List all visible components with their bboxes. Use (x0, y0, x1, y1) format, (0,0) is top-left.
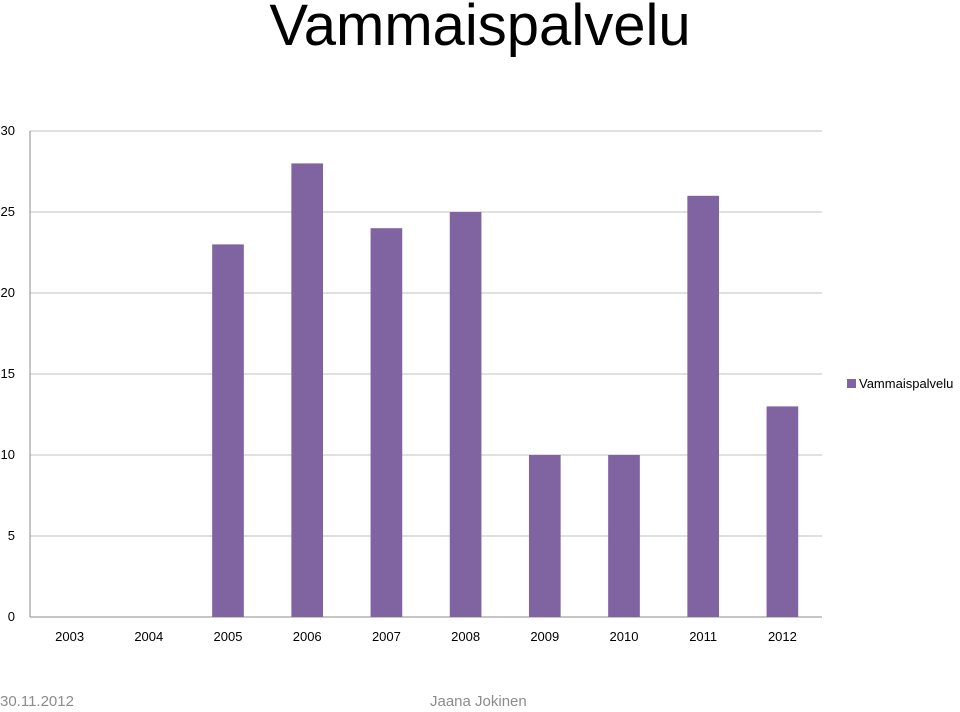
bar (528, 455, 561, 617)
y-tick-label: 20 (1, 285, 15, 300)
x-tick-label: 2004 (134, 629, 163, 644)
slide-title: Vammaispalvelu (269, 0, 691, 58)
y-tick-label: 5 (8, 528, 15, 543)
bar (608, 455, 640, 617)
x-tick-label: 2012 (768, 629, 797, 644)
y-tick-label: 0 (8, 609, 15, 624)
bar (370, 228, 403, 617)
bar (766, 406, 799, 617)
x-tick-label: 2006 (293, 629, 322, 644)
bar (212, 244, 244, 617)
x-tick-label: 2007 (372, 629, 401, 644)
y-tick-label: 15 (1, 366, 15, 381)
x-tick-label: 2005 (214, 629, 243, 644)
legend-label: Vammaispalvelu (859, 376, 953, 391)
x-tick-label: 2010 (610, 629, 639, 644)
y-tick-label: 25 (1, 204, 15, 219)
x-tick-label: 2011 (689, 629, 717, 644)
bar (687, 195, 720, 618)
x-tick-label: 2009 (530, 629, 559, 644)
legend-swatch (847, 379, 856, 388)
y-tick-label: 30 (1, 123, 15, 138)
footer-date: 30.11.2012 (0, 693, 74, 710)
bar (449, 212, 482, 617)
bar (291, 163, 324, 617)
y-tick-label: 10 (1, 447, 15, 462)
footer-author: Jaana Jokinen (430, 693, 527, 710)
x-tick-label: 2003 (55, 629, 84, 644)
x-tick-label: 2008 (451, 629, 480, 644)
